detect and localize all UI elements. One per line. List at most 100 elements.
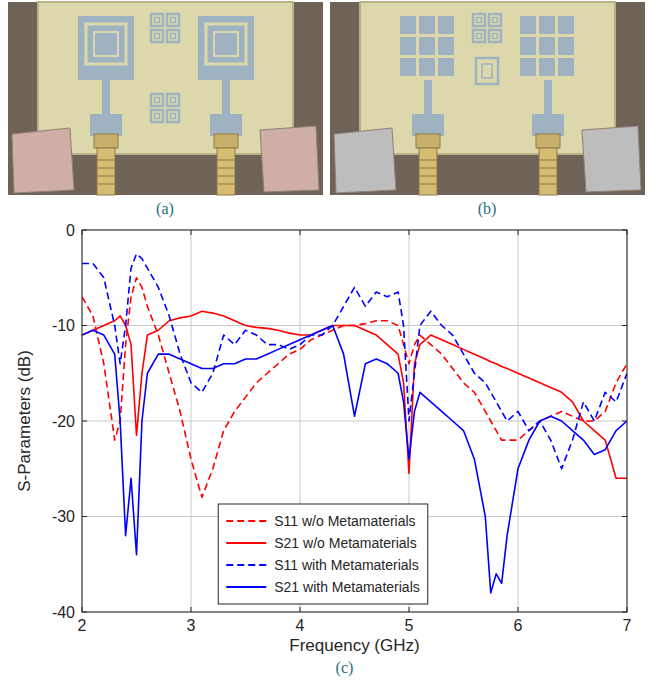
resonator <box>167 30 179 42</box>
patch <box>78 16 134 80</box>
connector-nut <box>536 134 560 148</box>
tape <box>12 128 74 193</box>
legend-swatch <box>226 520 266 522</box>
connector-thread <box>539 176 557 177</box>
tape <box>334 128 396 193</box>
y-tick <box>622 230 627 231</box>
patch <box>198 16 254 80</box>
legend-label: S21 with Metamaterials <box>274 579 420 595</box>
connector-thread <box>97 176 115 177</box>
legend-label: S11 w/o Metamaterials <box>274 513 415 529</box>
chart: 234567-40-30-20-100Frequency (GHz)S-Para… <box>15 222 632 656</box>
pcb-board <box>360 2 615 154</box>
x-tick <box>409 230 410 235</box>
legend-swatch <box>226 586 266 588</box>
x-tick <box>300 607 301 612</box>
legend-box <box>218 504 428 604</box>
x-tick <box>518 607 519 612</box>
connector-nut <box>94 134 118 148</box>
metamaterial-cell <box>520 16 536 34</box>
x-tick-label: 5 <box>405 617 414 634</box>
patch-slot <box>94 32 118 56</box>
connector-thread <box>419 184 437 185</box>
connector-thread <box>97 184 115 185</box>
resonator <box>151 110 163 122</box>
resonator <box>171 18 176 23</box>
y-tick-label: -20 <box>52 413 75 430</box>
legend-swatch <box>226 542 266 544</box>
resonator <box>155 98 160 103</box>
connector-thread <box>419 168 437 169</box>
pcb-board <box>38 2 293 154</box>
plot-background <box>82 230 627 612</box>
resonator <box>489 14 501 26</box>
x-tick-label: 7 <box>623 617 632 634</box>
connector-thread <box>217 176 235 177</box>
resonator <box>477 34 482 39</box>
panel-label: (a) <box>156 200 174 218</box>
metamaterial-cell <box>539 37 555 55</box>
metamaterial-cell <box>558 58 574 76</box>
resonator <box>493 18 498 23</box>
y-tick-label: -10 <box>52 317 75 334</box>
connector-thread <box>419 176 437 177</box>
pcb-edge <box>360 2 615 154</box>
resonator <box>473 14 485 26</box>
y-tick <box>82 325 87 326</box>
pcb-edge <box>38 2 293 154</box>
x-tick-label: 2 <box>78 617 87 634</box>
resonator <box>482 64 492 78</box>
legend-swatch <box>226 564 266 566</box>
legend-label: S21 w/o Metamaterials <box>274 535 416 551</box>
connector-nut <box>416 134 440 148</box>
resonator <box>171 114 176 119</box>
x-tick <box>627 230 628 235</box>
connector-thread <box>217 184 235 185</box>
resonator <box>151 94 163 106</box>
x-tick <box>82 230 83 235</box>
y-tick <box>82 230 87 231</box>
metamaterial-cell <box>400 58 416 76</box>
series-line <box>82 278 627 498</box>
figure: (a)(b)234567-40-30-20-100Frequency (GHz)… <box>0 0 653 684</box>
metamaterial-cell <box>539 58 555 76</box>
y-tick <box>82 516 87 517</box>
metamaterial-cell <box>539 16 555 34</box>
connector-thread <box>419 160 437 161</box>
metamaterial-cell <box>419 58 435 76</box>
resonator <box>167 110 179 122</box>
resonator <box>167 14 179 26</box>
metamaterial-cell <box>438 58 454 76</box>
photo-background <box>8 2 323 195</box>
resonator <box>167 94 179 106</box>
metamaterial-cell <box>438 37 454 55</box>
series-line <box>82 254 627 469</box>
metamaterial-cell <box>520 37 536 55</box>
feed-pad <box>210 114 242 136</box>
x-tick-label: 4 <box>296 617 305 634</box>
resonator <box>493 34 498 39</box>
resonator <box>473 30 485 42</box>
connector-thread <box>97 160 115 161</box>
panel-label: (c) <box>336 659 354 677</box>
y-tick-label: 0 <box>66 222 75 239</box>
tape <box>260 126 319 192</box>
y-tick <box>622 421 627 422</box>
resonator <box>155 114 160 119</box>
x-axis-title: Frequency (GHz) <box>289 636 419 655</box>
x-tick-label: 3 <box>187 617 196 634</box>
resonator <box>489 30 501 42</box>
photo-panel <box>8 2 323 195</box>
resonator <box>477 18 482 23</box>
resonator <box>155 34 160 39</box>
connector-thread <box>97 168 115 169</box>
x-tick <box>409 607 410 612</box>
y-tick <box>82 612 87 613</box>
y-tick <box>622 612 627 613</box>
connector-body <box>97 148 115 195</box>
feed-pad <box>412 114 444 136</box>
x-tick <box>82 607 83 612</box>
x-tick <box>191 607 192 612</box>
connector-body <box>419 148 437 195</box>
feed-pad <box>532 114 564 136</box>
